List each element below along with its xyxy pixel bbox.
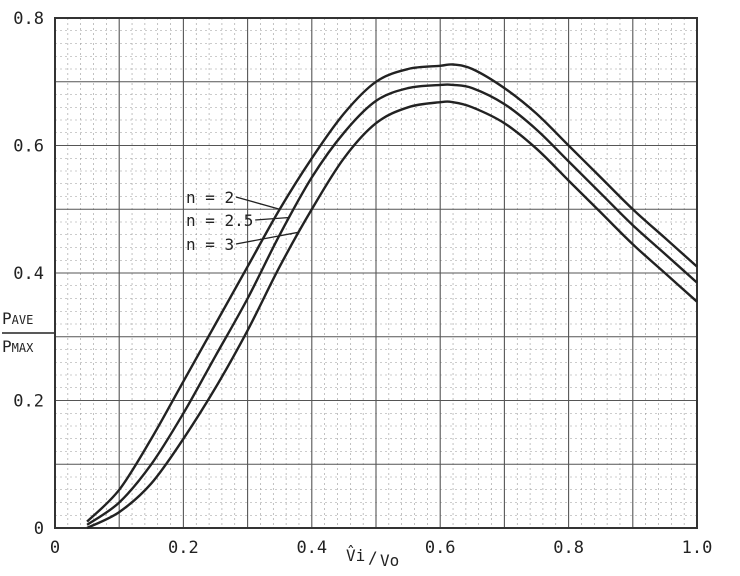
x-tick-label: 0.2 [168, 538, 199, 558]
plot-frame [54, 17, 698, 529]
series-layer [86, 63, 698, 530]
x-label-separator: / [368, 548, 378, 567]
y-label-denominator: PMAX [2, 337, 34, 356]
y-axis-label: PAVE PMAX [2, 309, 54, 356]
annotations: n = 2 n = 2.5 n = 3 [186, 188, 300, 254]
x-tick-label: 0 [50, 538, 60, 558]
y-tick-label: 0.4 [13, 264, 44, 284]
x-label-main: V̂i [346, 545, 365, 565]
y-tick-label: 0.6 [13, 137, 44, 157]
series-line-2 [86, 83, 698, 526]
y-label-numerator: PAVE [2, 309, 33, 328]
annotation-label-1: n = 2 [186, 188, 234, 207]
x-label-denominator: Vo [380, 551, 399, 570]
x-tick-labels: 0 0.2 0.4 0.6 0.8 1.0 [50, 538, 712, 558]
x-tick-label: 0.8 [553, 538, 584, 558]
y-tick-labels: 0 0.2 0.4 0.6 0.8 [13, 9, 44, 539]
annotation-label-3: n = 3 [186, 235, 234, 254]
x-axis-label: V̂i / Vo [346, 545, 399, 570]
x-tick-label: 0.4 [296, 538, 327, 558]
annotation-leader-3 [235, 231, 300, 245]
y-tick-label: 0.2 [13, 392, 44, 412]
x-tick-label: 1.0 [682, 538, 713, 558]
annotation-label-2: n = 2.5 [186, 211, 253, 230]
y-tick-label: 0.8 [13, 9, 44, 29]
annotation-leader-2 [255, 216, 290, 221]
annotation-leader-1 [235, 196, 280, 210]
series-line-1 [86, 63, 698, 523]
x-tick-label: 0.6 [425, 538, 456, 558]
series-line-3 [86, 100, 698, 530]
y-tick-label: 0 [34, 519, 44, 539]
